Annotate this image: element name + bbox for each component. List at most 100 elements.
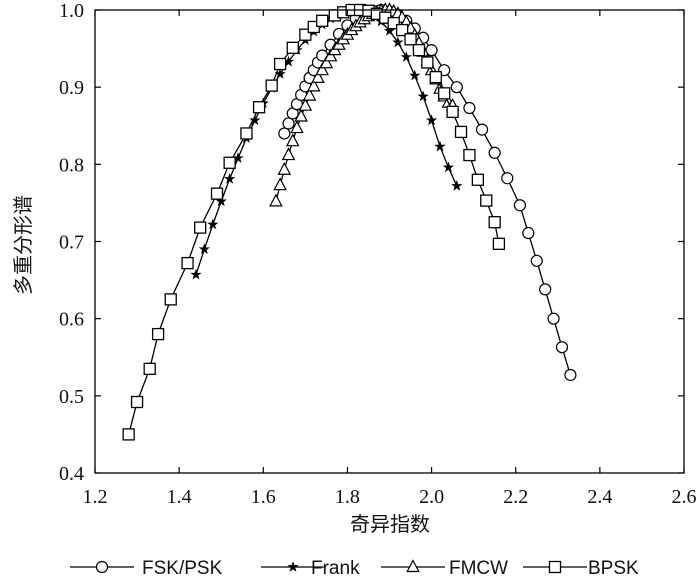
- legend-item: FMCW: [381, 558, 508, 579]
- data-point: [281, 147, 296, 161]
- legend-marker: [406, 559, 420, 573]
- data-point: [438, 87, 451, 100]
- legend-label: FMCW: [449, 558, 508, 579]
- data-point: [319, 55, 334, 69]
- data-point: [480, 194, 493, 207]
- series-fsk-psk: [278, 3, 577, 382]
- y-tick-label: 0.6: [59, 309, 84, 331]
- y-tick-label: 0.8: [59, 154, 84, 176]
- data-point: [492, 237, 506, 250]
- data-point: [277, 161, 292, 175]
- data-point: [294, 108, 308, 122]
- data-point: [298, 97, 313, 111]
- data-point: [210, 187, 224, 200]
- data-point: [306, 78, 321, 92]
- data-point: [269, 193, 283, 207]
- data-point: [513, 199, 527, 212]
- data-point: [446, 105, 459, 119]
- y-tick-label: 0.4: [59, 463, 84, 485]
- data-point: [122, 428, 135, 441]
- legend-marker: [95, 560, 109, 574]
- data-point: [151, 327, 165, 341]
- data-point: [207, 218, 219, 230]
- data-point: [232, 152, 244, 163]
- data-point: [215, 195, 227, 207]
- data-point: [564, 368, 577, 382]
- data-point: [311, 70, 325, 84]
- legend: FSK/PSK Frank FMCW BPSK: [70, 558, 639, 579]
- data-point: [555, 341, 569, 354]
- data-point: [409, 69, 421, 81]
- data-point: [164, 293, 177, 306]
- x-tick-label: 1.4: [167, 486, 192, 508]
- legend-label: BPSK: [588, 558, 639, 579]
- x-tick-label: 2.6: [672, 486, 697, 508]
- data-point: [315, 62, 329, 76]
- data-point: [278, 127, 291, 140]
- data-point: [454, 125, 468, 139]
- x-tick-label: 1.8: [335, 486, 360, 508]
- data-point: [252, 101, 266, 114]
- data-point: [181, 256, 194, 270]
- data-point: [425, 114, 438, 126]
- data-point: [404, 33, 417, 46]
- data-point: [240, 127, 253, 140]
- data-point: [285, 133, 300, 147]
- data-point: [434, 140, 446, 152]
- legend-marker: [287, 561, 299, 572]
- data-point: [323, 48, 338, 62]
- data-point: [475, 123, 489, 136]
- data-point: [387, 16, 400, 30]
- legend-label: FSK/PSK: [142, 558, 223, 579]
- axes-layer: 1.2 1.4 1.6 1.8 2.0 2.2 2.4 2.6 0.4 0.5 0.6 0.7 0.8 0…: [59, 0, 697, 508]
- data-point: [299, 28, 312, 41]
- data-point: [471, 173, 485, 186]
- data-point: [282, 117, 295, 130]
- data-point: [316, 14, 329, 27]
- data-point: [190, 268, 202, 280]
- y-tick-label: 0.7: [59, 232, 84, 254]
- data-point: [286, 41, 299, 54]
- data-point: [395, 23, 409, 37]
- data-point: [463, 101, 476, 115]
- data-point: [421, 56, 434, 69]
- data-point: [302, 87, 317, 101]
- data-point: [400, 51, 412, 62]
- x-tick-label: 1.6: [251, 486, 276, 508]
- legend-item: FSK/PSK: [70, 558, 223, 579]
- data-point: [307, 20, 320, 34]
- legend-marker: [548, 560, 562, 574]
- series-fmcw: [269, 2, 460, 207]
- data-point: [501, 172, 514, 185]
- data-point: [265, 79, 278, 92]
- data-point: [451, 180, 463, 191]
- data-point: [463, 148, 476, 162]
- data-point: [547, 312, 560, 325]
- data-point: [198, 243, 211, 254]
- data-point: [530, 254, 543, 267]
- data-point: [130, 395, 144, 409]
- y-tick-label: 0.5: [59, 386, 84, 408]
- data-point: [223, 156, 236, 169]
- data-point: [442, 161, 455, 173]
- data-point: [143, 362, 156, 375]
- data-point: [249, 114, 261, 126]
- data-point: [223, 173, 236, 184]
- data-point: [539, 283, 552, 296]
- legend-item: Frank: [261, 558, 360, 579]
- data-point: [273, 57, 287, 71]
- data-point: [194, 221, 207, 234]
- x-tick-label: 1.2: [83, 486, 108, 508]
- x-tick-label: 2.4: [587, 486, 612, 508]
- data-point: [417, 90, 429, 102]
- y-axis-title: 多重分形谱: [11, 195, 35, 295]
- y-tick-label: 1.0: [59, 0, 84, 22]
- data-point: [522, 226, 535, 240]
- x-tick-label: 2.2: [503, 486, 528, 508]
- data-point: [488, 146, 501, 159]
- data-point: [273, 177, 287, 191]
- data-point: [392, 36, 404, 48]
- data-point: [488, 216, 501, 229]
